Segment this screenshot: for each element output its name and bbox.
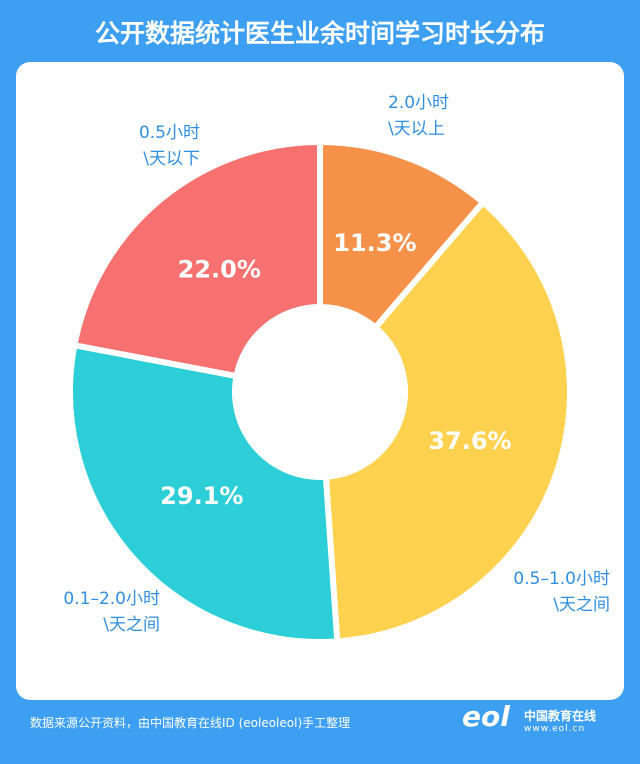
value-label: 11.3% <box>333 229 416 257</box>
source-note: 数据来源公开资料，由中国教育在线ID (eoleoleol)手工整理 <box>30 716 351 730</box>
value-label: 29.1% <box>160 482 243 510</box>
value-label: 37.6% <box>428 427 511 455</box>
logo-url: www.eol.cn <box>524 724 586 734</box>
slice <box>317 139 486 331</box>
category-label: 0.1–2.0小时 \天之间 <box>63 589 160 635</box>
value-label: 22.0% <box>178 255 261 283</box>
logo-mark: eol <box>462 700 510 733</box>
category-label: 0.5–1.0小时 \天之间 <box>513 569 610 615</box>
chart-title: 公开数据统计医生业余时间学习时长分布 <box>94 19 545 48</box>
slice <box>71 139 323 380</box>
logo-name: 中国教育在线 <box>524 709 597 723</box>
category-label: 0.5小时 \天以下 <box>138 123 200 169</box>
category-label: 2.0小时 \天以上 <box>388 93 450 139</box>
slice <box>322 199 573 645</box>
slice <box>67 342 341 645</box>
